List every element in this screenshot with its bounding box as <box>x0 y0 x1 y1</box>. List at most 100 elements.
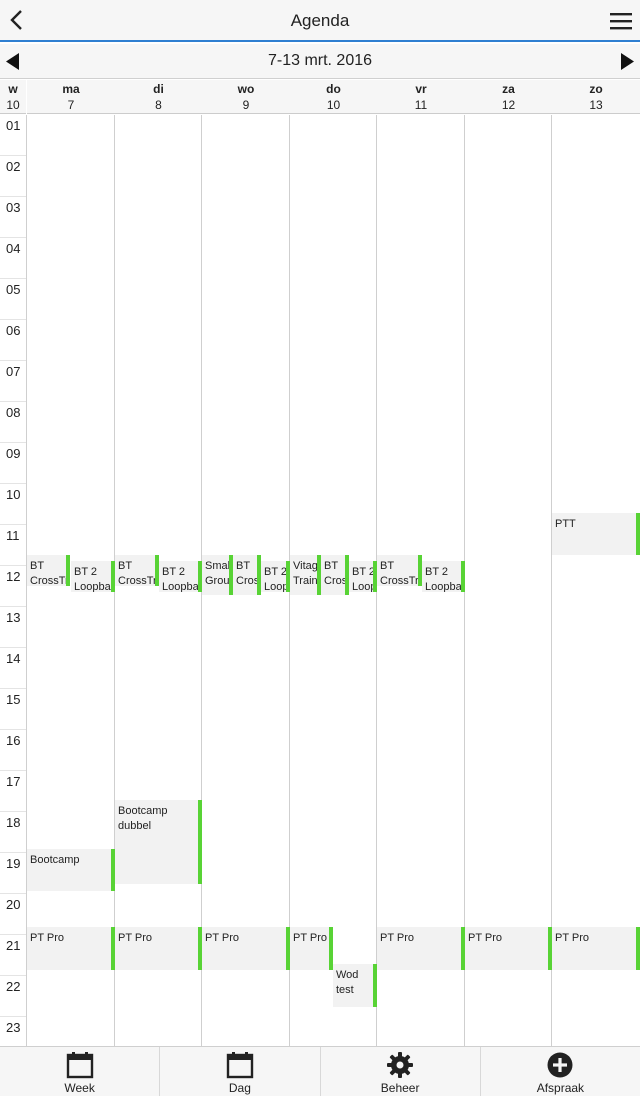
calendar-event[interactable]: BT Cross <box>321 555 349 595</box>
day-date: 7 <box>67 98 75 112</box>
event-title-line: BT <box>236 560 251 572</box>
calendar-event[interactable]: Small Group <box>202 555 233 595</box>
hour-label: 01 <box>0 115 26 156</box>
day-name: do <box>326 82 341 96</box>
triangle-right-icon[interactable] <box>620 53 634 70</box>
event-title-line: Loop <box>352 581 377 592</box>
hour-label: 17 <box>0 771 26 812</box>
event-title-line: Vitag <box>293 560 318 572</box>
tab-day[interactable]: Dag <box>160 1047 321 1096</box>
event-title-line: BT <box>118 560 133 572</box>
day-header-zo[interactable]: zo 13 <box>552 80 640 114</box>
day-name: vr <box>415 82 427 96</box>
hour-label: 10 <box>0 484 26 525</box>
calendar-event[interactable]: PT Pro <box>290 927 333 970</box>
event-title-line: BT 2 <box>264 566 288 578</box>
hour-label: 16 <box>0 730 26 771</box>
hour-label: 02 <box>0 156 26 197</box>
event-title-line: dubbel <box>118 820 152 832</box>
day-date: 10 <box>326 98 341 112</box>
tab-week[interactable]: Week <box>0 1047 161 1096</box>
calendar-event[interactable]: Bootcamp <box>27 849 115 891</box>
event-title-line: test <box>336 984 354 996</box>
calendar-event[interactable]: PT Pro <box>202 927 290 970</box>
day-header-za[interactable]: za 12 <box>465 80 552 114</box>
hour-label: 18 <box>0 812 26 853</box>
calendar-event[interactable]: PTT <box>552 513 640 555</box>
day-header-wo[interactable]: wo 9 <box>202 80 290 114</box>
calendar-event[interactable]: PT Pro <box>465 927 552 970</box>
tab-day-label: Dag <box>228 1081 251 1095</box>
hour-label: 19 <box>0 853 26 894</box>
chevron-left-icon[interactable] <box>6 8 30 32</box>
event-title-line: CrossTraining <box>380 575 419 586</box>
day-date: 12 <box>501 98 516 112</box>
calendar-event[interactable]: PT Pro <box>552 927 640 970</box>
event-title-line: Small <box>205 560 233 572</box>
day-date: 8 <box>155 98 162 112</box>
tab-appointment[interactable]: Afspraak <box>481 1047 640 1096</box>
tab-week-label: Week <box>64 1081 95 1095</box>
event-title-line: Cross <box>236 575 260 587</box>
day-name: di <box>153 82 164 96</box>
event-title-line: PT Pro <box>380 932 415 944</box>
calendar-event[interactable]: BT 2 Loopbaan <box>71 561 115 592</box>
event-title-line: BT 2 <box>425 566 449 578</box>
week-label: w <box>8 82 18 96</box>
day-date: 13 <box>589 98 603 112</box>
column-divider <box>551 115 552 1046</box>
tab-manage-label: Beheer <box>380 1081 420 1095</box>
calendar-event[interactable]: PT Pro <box>377 927 465 970</box>
calendar-event[interactable]: PT Pro <box>115 927 202 970</box>
day-date: 9 <box>242 98 250 112</box>
event-title-line: BT 2 <box>352 566 376 578</box>
calendar-event[interactable]: BT 2 Loop <box>261 561 290 592</box>
hour-label: 03 <box>0 197 26 238</box>
event-title-line: BT <box>380 560 395 572</box>
event-title-line: Cross <box>324 575 348 587</box>
gear-icon <box>387 1052 414 1078</box>
hour-label: 20 <box>0 894 26 935</box>
calendar-event[interactable]: PT Pro <box>27 927 115 970</box>
calendar-event[interactable]: BT CrossTraining <box>27 555 70 586</box>
hour-label: 09 <box>0 443 26 484</box>
calendar-icon <box>66 1052 93 1079</box>
calendar-event[interactable]: Bootcamp dubbel <box>115 800 202 884</box>
event-title-line: Loopbaan <box>425 581 462 592</box>
event-title-line: Loop <box>264 581 289 592</box>
calendar-event[interactable]: Wod test <box>333 964 377 1007</box>
calendar-event[interactable]: BT CrossTraining <box>377 555 422 586</box>
day-name: wo <box>237 82 255 96</box>
tab-manage[interactable]: Beheer <box>321 1047 481 1096</box>
day-header-ma[interactable]: ma 7 <box>27 80 115 114</box>
hamburger-menu-icon[interactable] <box>610 12 632 30</box>
day-header-di[interactable]: di 8 <box>115 80 202 114</box>
hour-label: 13 <box>0 607 26 648</box>
day-header-do[interactable]: do 10 <box>290 80 377 114</box>
calendar-event[interactable]: BT Cross <box>233 555 261 595</box>
calendar-event[interactable]: BT CrossTraining <box>115 555 159 586</box>
week-number: 10 <box>6 98 20 112</box>
calendar-event[interactable]: Vitag Train <box>290 555 321 595</box>
day-date: 11 <box>414 98 428 112</box>
calendar-event[interactable]: BT 2 Loopbaan <box>159 561 202 592</box>
hour-label: 06 <box>0 320 26 361</box>
event-title-line: BT <box>30 560 45 572</box>
event-title-line: CrossTraining <box>118 575 157 586</box>
bottom-tab-bar: Week Dag Beheer Afspraak <box>0 1046 640 1096</box>
hour-label: 12 <box>0 566 26 607</box>
event-title-line: Bootcamp <box>30 854 80 866</box>
page-title: Agenda <box>290 11 350 30</box>
column-divider <box>26 115 27 1046</box>
calendar-event[interactable]: BT 2 Loop <box>349 561 377 592</box>
week-range-label: 7-13 mrt. 2016 <box>267 52 373 69</box>
hour-label: 05 <box>0 279 26 320</box>
day-header-vr[interactable]: vr 11 <box>377 80 465 114</box>
event-title-line: BT 2 <box>162 566 186 578</box>
event-title-line: PTT <box>555 518 576 530</box>
event-title-line: Bootcamp <box>118 805 168 817</box>
tab-appointment-label: Afspraak <box>536 1081 585 1095</box>
week-grid: 01 02 03 04 05 06 07 08 09 10 11 12 13 14 15 16 17 18 19 20… <box>0 115 640 1058</box>
triangle-left-icon[interactable] <box>6 53 20 70</box>
calendar-event[interactable]: BT 2 Loopbaan <box>422 561 465 592</box>
